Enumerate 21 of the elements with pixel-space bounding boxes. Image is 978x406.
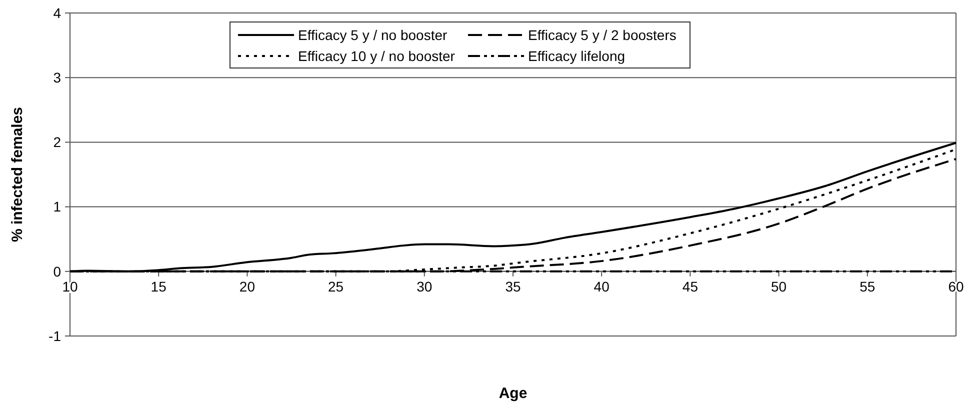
x-tick-label: 40 [594, 278, 610, 294]
y-axis-title: % infected females [9, 106, 26, 242]
legend-label: Efficacy lifelong [528, 48, 626, 64]
legend-label: Efficacy 5 y / no booster [298, 26, 448, 43]
y-tick-label: 3 [53, 70, 62, 86]
x-axis-title: Age [498, 385, 528, 402]
x-tick-label: 15 [150, 278, 167, 294]
y-tick-label: -1 [48, 328, 62, 344]
y-tick-label: 1 [53, 198, 62, 215]
x-tick-label: 50 [771, 278, 787, 294]
y-tick-label: 0 [53, 263, 62, 280]
x-tick-label: 35 [505, 278, 521, 294]
y-tick-label: 2 [53, 134, 62, 150]
x-tick-label: 30 [416, 278, 432, 294]
legend-label: Efficacy 5 y / 2 boosters [528, 26, 676, 43]
x-tick-label: 20 [239, 278, 256, 294]
y-tick-label: 4 [53, 4, 62, 21]
x-tick-label: 45 [682, 278, 698, 294]
x-tick-label: 55 [860, 278, 876, 294]
legend-label: Efficacy 10 y / no booster [298, 48, 456, 64]
x-tick-label: 25 [328, 278, 344, 294]
